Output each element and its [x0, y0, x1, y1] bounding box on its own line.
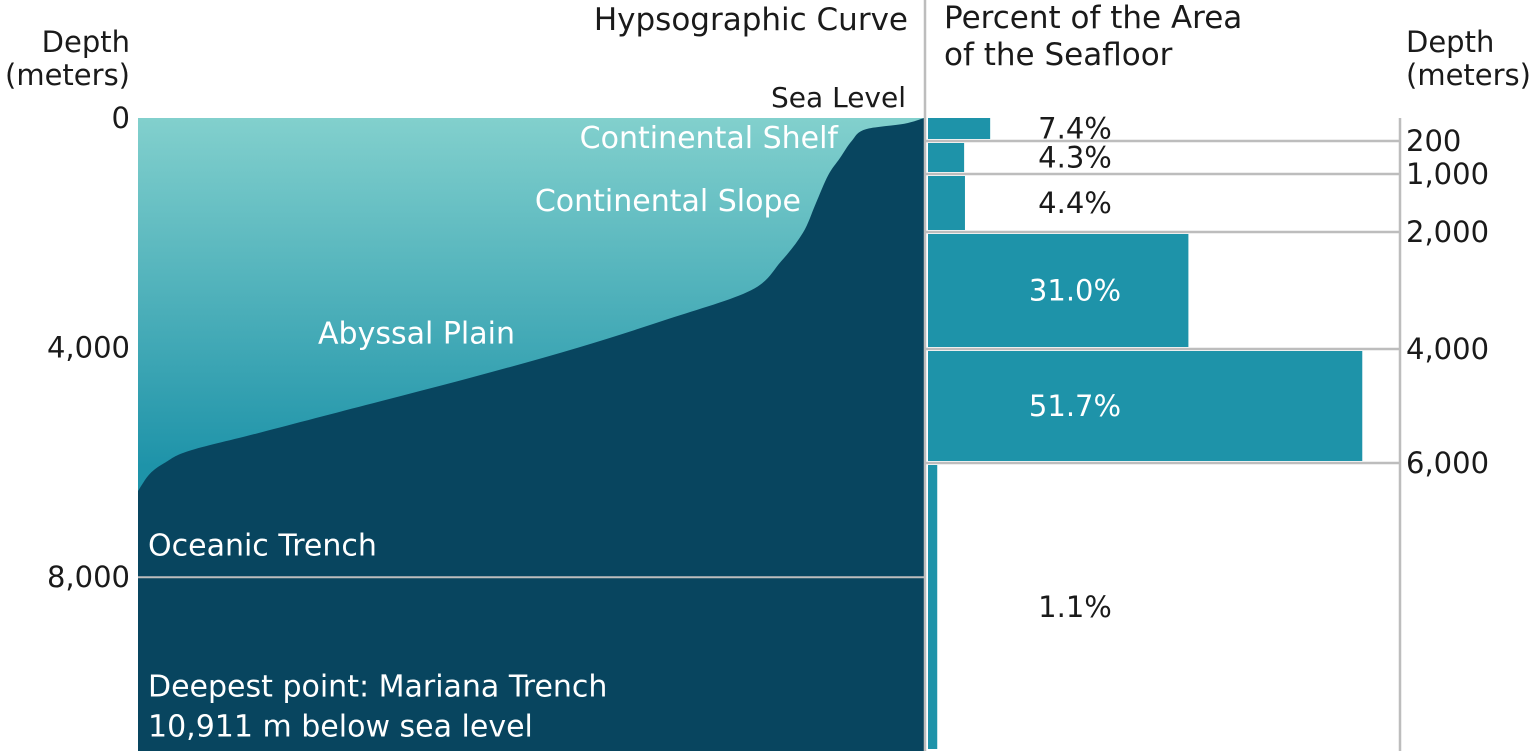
bar — [928, 234, 1189, 347]
right-tick-label: 6,000 — [1406, 446, 1489, 480]
bar — [928, 118, 991, 139]
left-depth-ticks: 0 4,000 8,000 — [47, 101, 130, 594]
bar-value-labels: 7.4%4.3% 4.4% 31.0% 51.7% 1.1% — [1029, 112, 1121, 625]
bar — [928, 465, 938, 749]
curve-annotations: Continental Shelf Continental Slope Abyssa… — [148, 121, 839, 744]
curve-annotation: Oceanic Trench — [148, 529, 377, 564]
right-tick-label: 200 — [1406, 124, 1461, 158]
bar-chart-title: Percent of the Area of the Seafloor — [944, 0, 1242, 73]
left-tick-label: 0 — [112, 101, 130, 135]
bar-boundary-lines — [926, 139, 1400, 465]
bar — [928, 176, 965, 230]
curve-annotation: Continental Shelf — [580, 121, 840, 156]
curve-annotation: 10,911 m below sea level — [148, 709, 533, 744]
bar-value-label: 31.0% — [1029, 274, 1121, 308]
bar-value-label: 51.7% — [1029, 389, 1121, 423]
curve-annotation: Deepest point: Mariana Trench — [148, 669, 607, 704]
seafloor-land-area — [138, 118, 924, 751]
right-axis-label: Depth (meters) — [1406, 25, 1531, 92]
sea-level-label: Sea Level — [771, 81, 906, 114]
right-tick-label: 2,000 — [1406, 215, 1489, 249]
bar-value-label: 7.4% — [1038, 112, 1112, 146]
left-tick-label: 8,000 — [47, 560, 130, 594]
curve-annotation: Continental Slope — [535, 184, 801, 219]
curve-annotation: Abyssal Plain — [318, 316, 515, 351]
left-axis-label: Depth (meters) — [5, 25, 130, 92]
bars — [928, 118, 1363, 749]
bar — [928, 143, 965, 172]
curve-title: Hypsographic Curve — [594, 2, 908, 38]
left-tick-label: 4,000 — [47, 331, 130, 365]
right-tick-label: 4,000 — [1406, 332, 1489, 366]
right-tick-label: 1,000 — [1406, 157, 1489, 191]
bar-value-label: 4.3% — [1038, 141, 1112, 175]
bar-value-label: 4.4% — [1038, 186, 1112, 220]
bar — [928, 351, 1363, 461]
hypsographic-curve-chart: Continental Shelf Continental Slope Abyssa… — [5, 2, 924, 751]
bar-value-label: 1.1% — [1038, 590, 1112, 624]
